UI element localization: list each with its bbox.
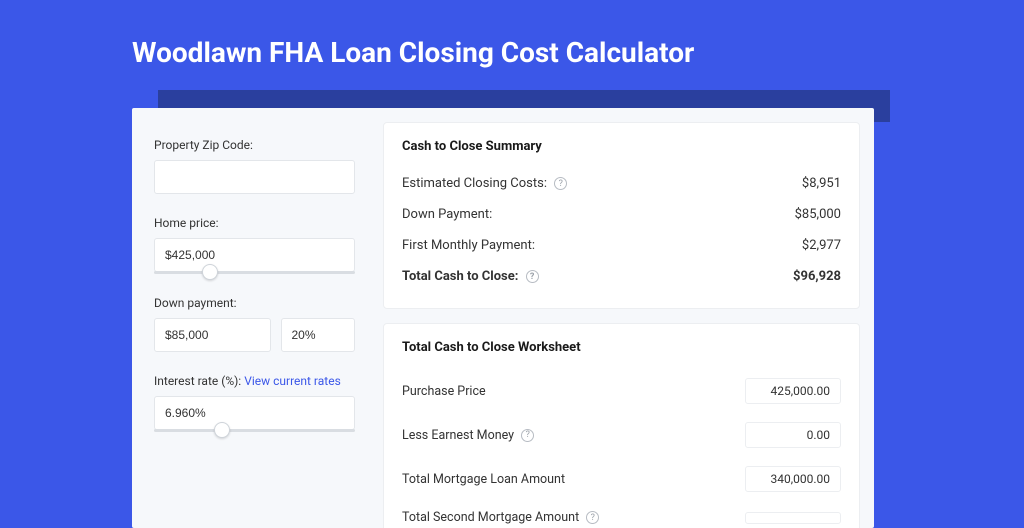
summary-title: Cash to Close Summary [402, 139, 841, 154]
worksheet-row: Purchase Price 425,000.00 [402, 369, 841, 413]
summary-row-label: Down Payment: [402, 207, 492, 222]
interest-rate-input[interactable] [154, 396, 355, 430]
worksheet-panel: Total Cash to Close Worksheet Purchase P… [383, 323, 860, 528]
worksheet-row: Less Earnest Money ? 0.00 [402, 413, 841, 457]
home-price-slider[interactable] [154, 271, 355, 274]
summary-row: First Monthly Payment: $2,977 [402, 230, 841, 261]
home-price-input[interactable] [154, 238, 355, 272]
worksheet-row-label: Total Mortgage Loan Amount [402, 472, 565, 487]
interest-rate-label-text: Interest rate (%): [154, 374, 241, 388]
summary-row-value: $8,951 [802, 176, 841, 191]
inputs-pane: Property Zip Code: Home price: Down paym… [132, 108, 377, 528]
home-price-field: Home price: [154, 216, 355, 274]
worksheet-row-label: Less Earnest Money ? [402, 428, 534, 443]
zip-input[interactable] [154, 160, 355, 194]
help-icon[interactable]: ? [586, 511, 599, 524]
summary-row-value: $2,977 [802, 238, 841, 253]
summary-row-label: First Monthly Payment: [402, 238, 535, 253]
worksheet-row-value: 0.00 [745, 422, 841, 448]
interest-rate-field: Interest rate (%): View current rates [154, 374, 355, 432]
worksheet-row-label: Total Second Mortgage Amount ? [402, 510, 599, 525]
zip-label: Property Zip Code: [154, 138, 355, 152]
interest-rate-slider[interactable] [154, 429, 355, 432]
summary-row-value: $85,000 [795, 207, 841, 222]
results-pane: Cash to Close Summary Estimated Closing … [377, 108, 874, 528]
worksheet-row: Total Mortgage Loan Amount 340,000.00 [402, 457, 841, 501]
worksheet-row-value [745, 512, 841, 524]
worksheet-row-label: Purchase Price [402, 384, 486, 399]
summary-row: Down Payment: $85,000 [402, 199, 841, 230]
help-icon[interactable]: ? [554, 177, 567, 190]
interest-rate-label: Interest rate (%): View current rates [154, 374, 355, 388]
summary-row: Total Cash to Close: ? $96,928 [402, 261, 841, 292]
summary-panel: Cash to Close Summary Estimated Closing … [383, 122, 860, 309]
zip-field: Property Zip Code: [154, 138, 355, 194]
summary-row-label: Estimated Closing Costs: ? [402, 176, 567, 191]
calculator-card: Property Zip Code: Home price: Down paym… [132, 108, 874, 528]
summary-row-label: Total Cash to Close: ? [402, 269, 539, 284]
page-title: Woodlawn FHA Loan Closing Cost Calculato… [0, 0, 1024, 89]
worksheet-row: Total Second Mortgage Amount ? [402, 501, 841, 528]
help-icon[interactable]: ? [526, 270, 539, 283]
worksheet-row-value: 425,000.00 [745, 378, 841, 404]
down-payment-input[interactable] [154, 318, 271, 352]
down-payment-field: Down payment: [154, 296, 355, 352]
summary-row: Estimated Closing Costs: ? $8,951 [402, 168, 841, 199]
view-rates-link[interactable]: View current rates [244, 374, 341, 388]
home-price-label: Home price: [154, 216, 355, 230]
summary-row-value: $96,928 [793, 269, 841, 284]
worksheet-row-value: 340,000.00 [745, 466, 841, 492]
down-payment-label: Down payment: [154, 296, 355, 310]
help-icon[interactable]: ? [521, 429, 534, 442]
worksheet-title: Total Cash to Close Worksheet [402, 340, 841, 355]
down-payment-pct-input[interactable] [281, 318, 356, 352]
